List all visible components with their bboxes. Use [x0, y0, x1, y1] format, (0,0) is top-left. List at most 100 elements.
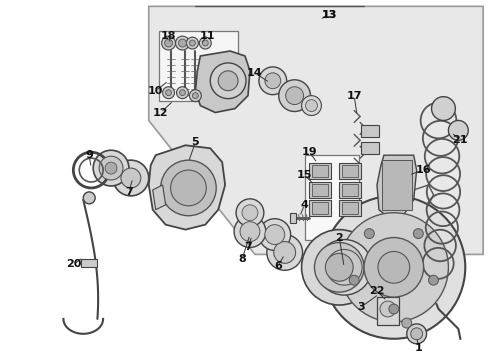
Circle shape	[105, 162, 117, 174]
Circle shape	[273, 242, 295, 264]
Circle shape	[218, 71, 238, 91]
Bar	[360, 125, 378, 137]
Text: 8: 8	[238, 255, 245, 264]
Circle shape	[161, 160, 216, 216]
Circle shape	[179, 90, 185, 96]
Circle shape	[364, 238, 423, 297]
Polygon shape	[148, 145, 224, 230]
Text: 22: 22	[368, 286, 384, 296]
Text: 15: 15	[296, 170, 311, 180]
Circle shape	[264, 225, 284, 244]
Text: 6: 6	[273, 261, 281, 271]
Text: 1: 1	[414, 343, 422, 353]
Circle shape	[301, 96, 321, 116]
Circle shape	[258, 219, 290, 251]
Text: 5: 5	[191, 137, 199, 147]
Circle shape	[176, 87, 188, 99]
Text: 19: 19	[301, 147, 317, 157]
Circle shape	[192, 93, 198, 99]
Bar	[309, 163, 331, 179]
Circle shape	[339, 213, 447, 322]
Bar	[309, 200, 331, 216]
Polygon shape	[195, 51, 249, 113]
Circle shape	[285, 87, 303, 105]
Text: 14: 14	[246, 68, 262, 78]
Circle shape	[234, 216, 265, 247]
Text: 13: 13	[321, 10, 336, 20]
Text: 7: 7	[125, 187, 133, 197]
Circle shape	[266, 235, 302, 270]
Bar	[339, 182, 360, 198]
Circle shape	[410, 328, 422, 340]
Circle shape	[242, 205, 257, 221]
Bar	[312, 184, 327, 196]
Circle shape	[162, 36, 175, 50]
Text: 17: 17	[346, 91, 361, 101]
Circle shape	[240, 222, 259, 242]
Circle shape	[325, 253, 352, 281]
Bar	[339, 200, 360, 216]
Circle shape	[99, 156, 122, 180]
Circle shape	[186, 37, 198, 49]
Circle shape	[210, 63, 245, 99]
Bar	[339, 163, 360, 179]
Polygon shape	[376, 155, 416, 218]
Circle shape	[305, 100, 317, 112]
Circle shape	[189, 90, 201, 102]
Text: 3: 3	[357, 302, 364, 312]
Circle shape	[314, 243, 364, 292]
Text: 20: 20	[65, 259, 81, 269]
Bar	[360, 142, 378, 154]
Circle shape	[377, 251, 409, 283]
Circle shape	[199, 37, 211, 49]
Text: 7: 7	[244, 243, 251, 252]
Circle shape	[170, 170, 206, 206]
Circle shape	[364, 229, 373, 239]
Bar	[309, 182, 331, 198]
Circle shape	[202, 40, 208, 46]
Circle shape	[348, 275, 358, 285]
Text: 2: 2	[335, 233, 343, 243]
Circle shape	[178, 39, 186, 47]
Circle shape	[93, 150, 129, 186]
Circle shape	[447, 121, 468, 140]
Polygon shape	[289, 213, 295, 223]
Text: 16: 16	[415, 165, 430, 175]
Circle shape	[163, 87, 174, 99]
Circle shape	[406, 324, 426, 344]
Bar	[312, 165, 327, 177]
Bar	[342, 165, 357, 177]
Text: 10: 10	[148, 86, 163, 96]
Text: 11: 11	[199, 31, 215, 41]
Circle shape	[431, 96, 454, 121]
Circle shape	[325, 249, 361, 285]
Circle shape	[175, 36, 189, 50]
Circle shape	[401, 318, 411, 328]
Text: 9: 9	[85, 150, 93, 160]
Text: 18: 18	[161, 31, 176, 41]
Circle shape	[379, 301, 395, 317]
Bar	[158, 31, 238, 100]
Text: 13: 13	[321, 10, 336, 20]
Text: 21: 21	[452, 135, 467, 145]
Circle shape	[83, 192, 95, 204]
Bar	[81, 260, 97, 267]
Bar	[342, 202, 357, 214]
Circle shape	[316, 239, 371, 295]
Bar	[376, 297, 398, 325]
Circle shape	[164, 39, 172, 47]
Circle shape	[236, 199, 264, 227]
Circle shape	[113, 160, 148, 196]
Circle shape	[412, 229, 423, 239]
Circle shape	[322, 196, 464, 339]
Circle shape	[189, 40, 195, 46]
Polygon shape	[152, 185, 165, 210]
Bar	[381, 160, 411, 210]
Circle shape	[427, 275, 438, 285]
Circle shape	[301, 230, 376, 305]
Circle shape	[258, 67, 286, 95]
Text: 4: 4	[300, 200, 308, 210]
Circle shape	[121, 168, 141, 188]
Bar	[312, 202, 327, 214]
Bar	[342, 184, 357, 196]
